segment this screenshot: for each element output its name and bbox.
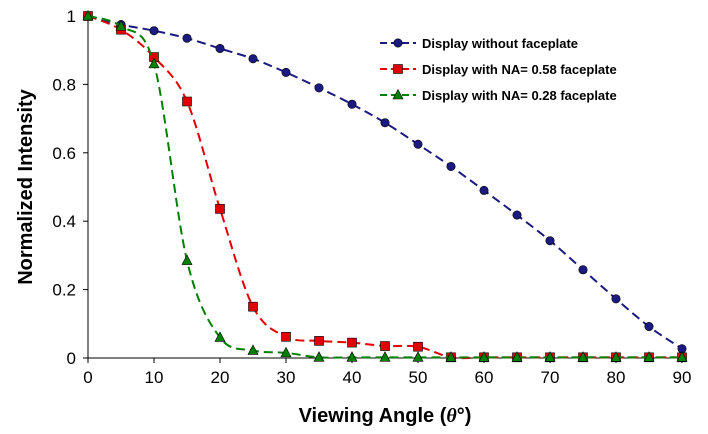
data-point (313, 351, 325, 362)
data-point (577, 351, 589, 362)
data-point (611, 294, 621, 304)
data-point (314, 83, 324, 93)
data-point (314, 336, 324, 346)
data-point (413, 139, 423, 149)
data-point (248, 54, 258, 64)
x-tick-label: 60 (475, 368, 494, 387)
data-point (380, 118, 390, 128)
data-point (215, 204, 225, 214)
x-axis-title: Viewing Angle (θ°) (299, 405, 472, 427)
x-tick-label: 0 (83, 368, 92, 387)
data-point (182, 96, 192, 107)
y-axis-title: Normalized Intensity (15, 88, 37, 284)
x-axis-title-prefix: Viewing Angle ( (299, 405, 447, 427)
legend-label: Display with NA= 0.58 faceplate (422, 62, 617, 77)
y-tick-label: 0.8 (52, 75, 76, 94)
data-point (347, 99, 357, 109)
data-point (610, 351, 622, 362)
data-point (281, 67, 291, 77)
legend-label: Display with NA= 0.28 faceplate (422, 88, 617, 103)
data-point (379, 351, 391, 362)
x-tick-label: 20 (211, 368, 230, 387)
data-point (643, 351, 655, 362)
data-point (413, 341, 423, 352)
data-point (215, 43, 225, 53)
y-tick-label: 0.6 (52, 144, 76, 163)
y-tick-label: 0 (67, 349, 76, 368)
data-point (644, 322, 654, 332)
legend: Display without faceplate Display with NA… (380, 36, 617, 103)
series-1 (83, 11, 687, 354)
data-point (248, 301, 258, 312)
x-tick-label: 90 (673, 368, 692, 387)
data-point (82, 9, 94, 21)
x-tick-label: 40 (343, 368, 362, 387)
legend-marker (393, 38, 403, 48)
legend-label: Display without faceplate (422, 36, 578, 51)
data-point (148, 57, 160, 69)
data-point (478, 351, 490, 362)
data-point (544, 351, 556, 362)
x-axis-title-suffix: °) (457, 405, 472, 427)
y-tick-label: 1 (67, 7, 76, 26)
legend-item: Display with NA= 0.28 faceplate (380, 88, 617, 103)
data-point (511, 351, 523, 362)
data-point (347, 337, 357, 348)
y-tick-label: 0.4 (52, 212, 76, 231)
data-point (412, 351, 424, 362)
x-tick-label: 80 (607, 368, 626, 387)
series-layer (82, 9, 688, 363)
data-point (247, 344, 259, 355)
ticks: 0 10 20 30 40 50 60 70 80 90 0 0.2 0.4 0.6 0.8 1 (52, 7, 691, 387)
x-axis-title-symbol: θ (446, 405, 457, 427)
x-tick-label: 10 (145, 368, 164, 387)
data-point (280, 346, 292, 358)
data-point (512, 210, 522, 220)
data-point (149, 26, 159, 36)
data-point (281, 331, 291, 342)
data-point (346, 351, 358, 362)
y-tick-label: 0.2 (52, 281, 76, 300)
data-point (446, 161, 456, 171)
data-point (181, 254, 193, 265)
x-tick-label: 50 (409, 368, 428, 387)
data-point (676, 351, 688, 362)
data-point (578, 265, 588, 275)
legend-item: Display without faceplate (380, 36, 578, 51)
legend-item: Display with NA= 0.58 faceplate (380, 62, 617, 77)
data-point (545, 236, 555, 246)
data-point (182, 33, 192, 43)
data-point (115, 20, 127, 31)
data-point (380, 341, 390, 351)
series-3 (82, 9, 688, 362)
x-tick-label: 70 (541, 368, 560, 387)
legend-marker (393, 64, 403, 74)
data-point (479, 185, 489, 195)
data-point (214, 331, 226, 342)
x-tick-label: 30 (277, 368, 296, 387)
legend-marker (392, 88, 404, 100)
data-point (445, 351, 457, 362)
